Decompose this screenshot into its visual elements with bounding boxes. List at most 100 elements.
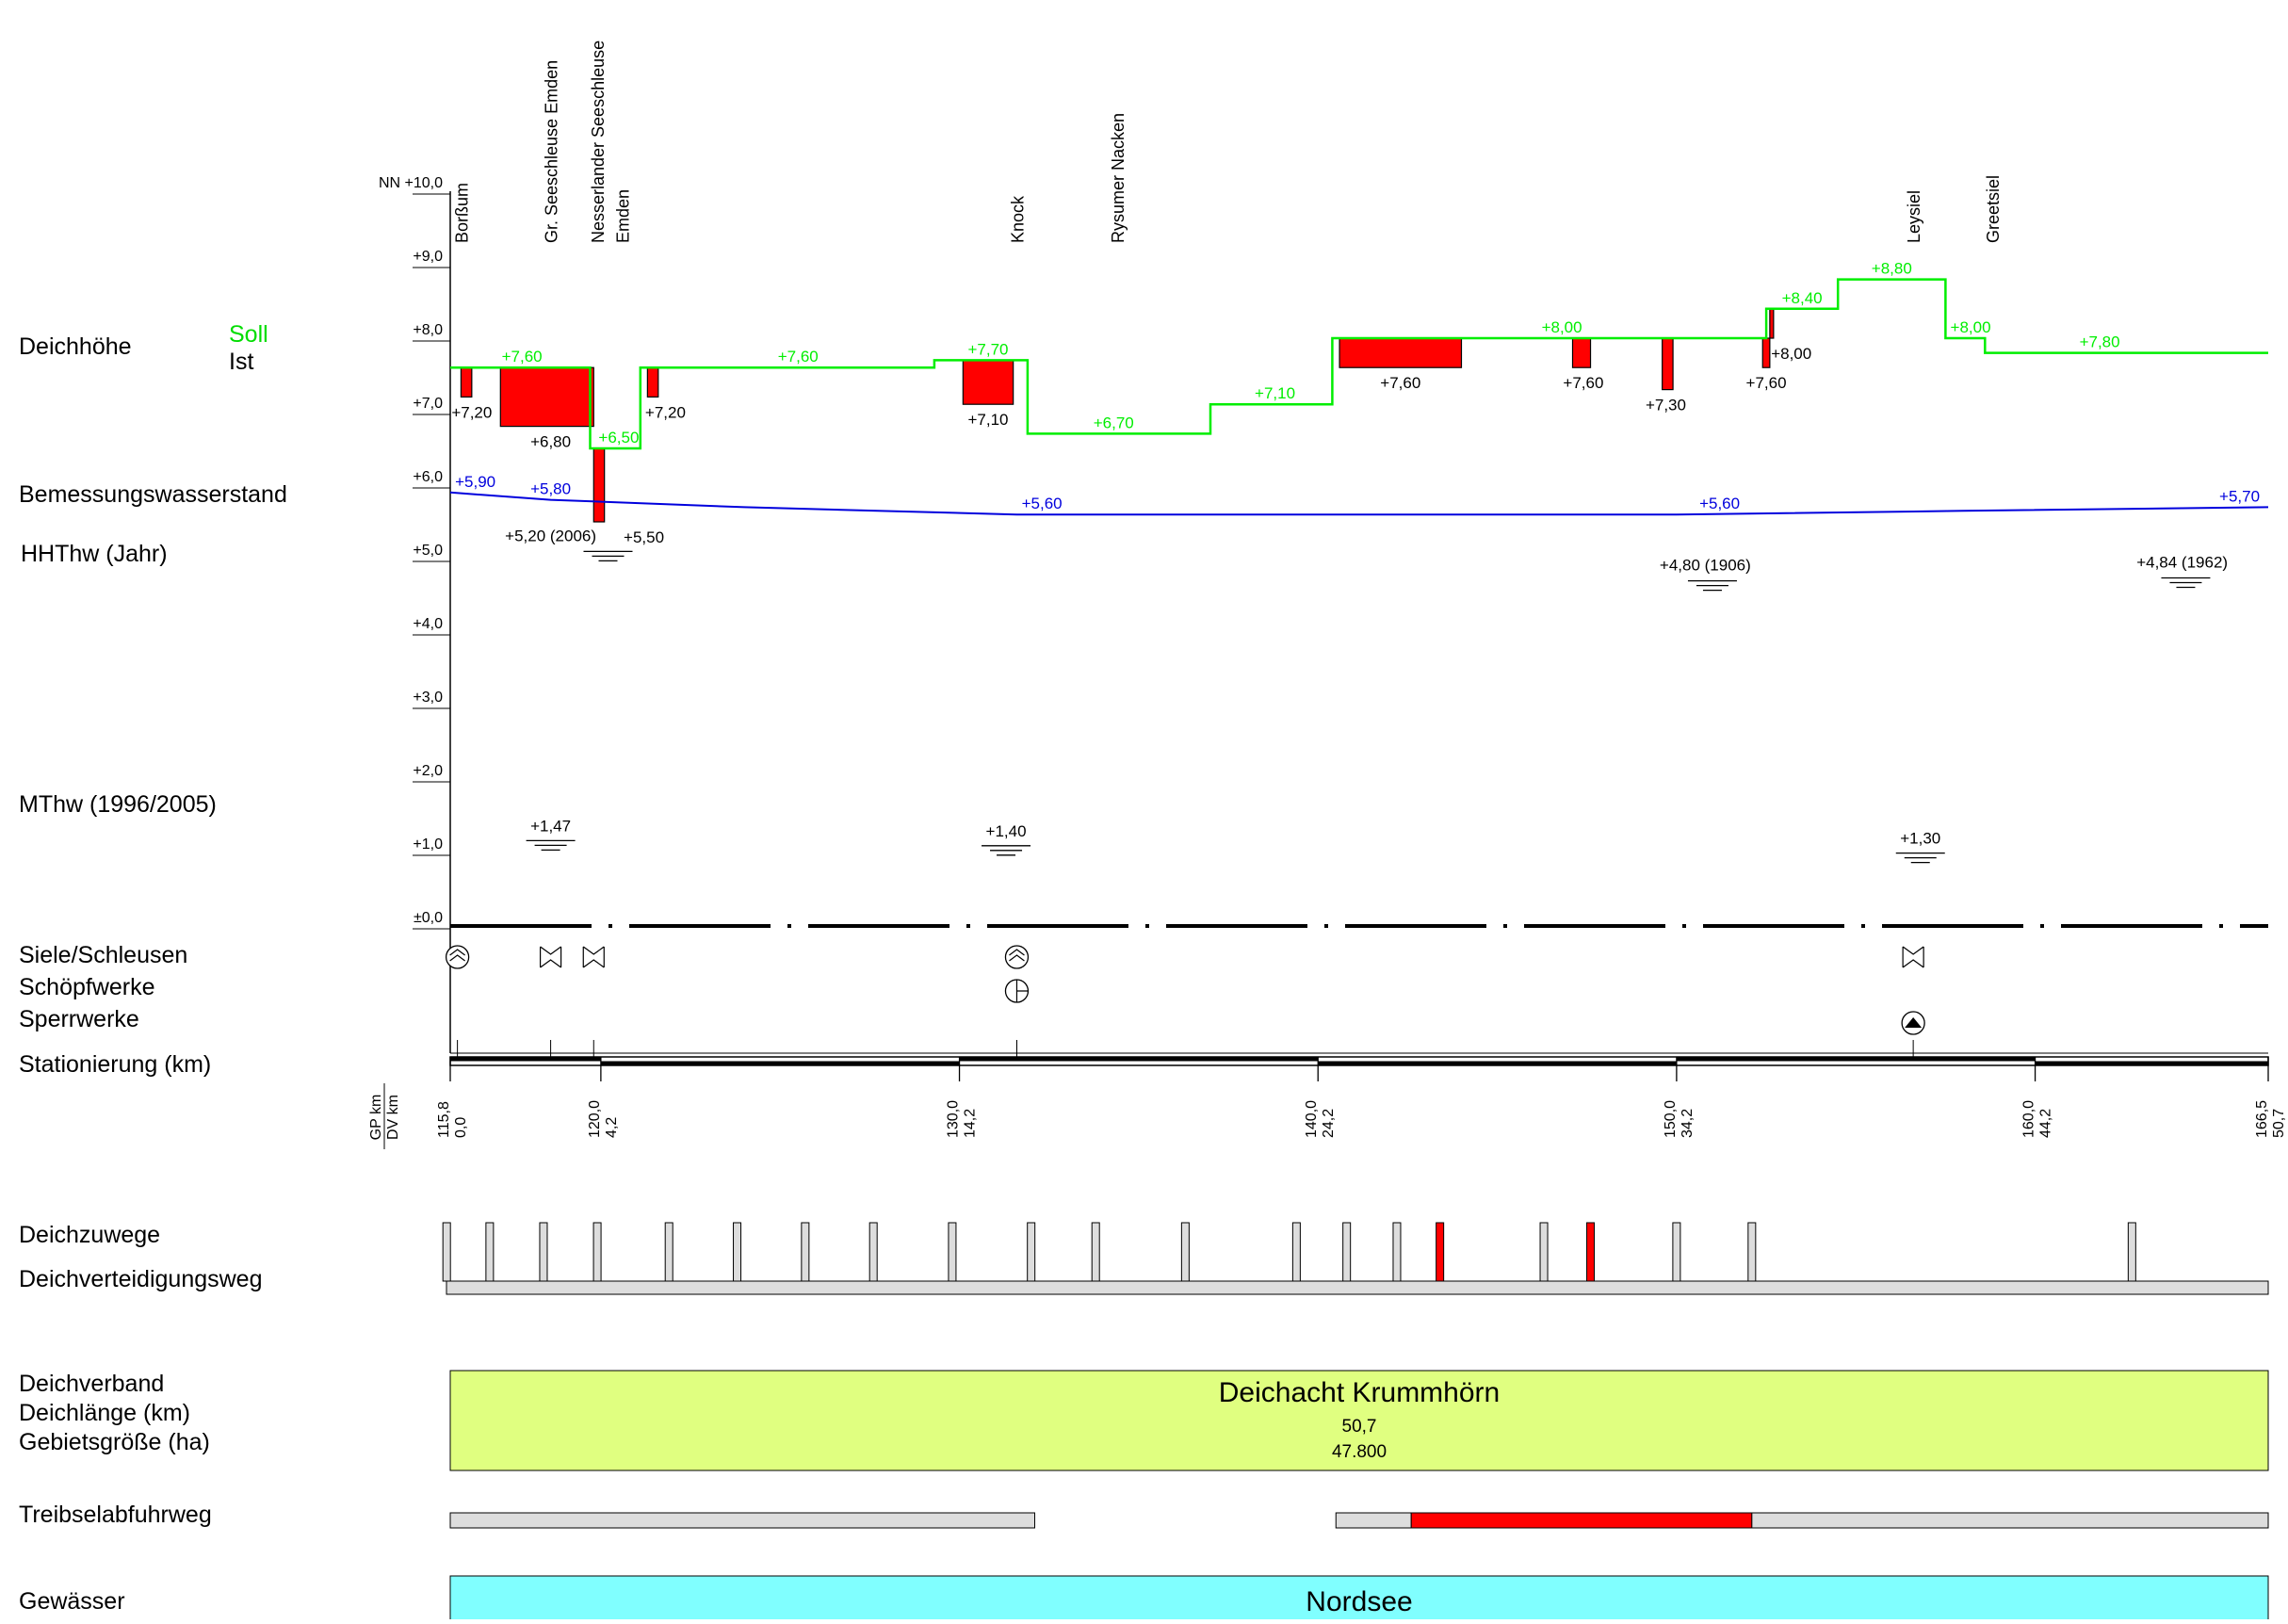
location-label: Rysumer Nacken bbox=[1109, 113, 1128, 243]
siel-icon bbox=[449, 949, 465, 962]
hhthw-label: +5,20 (2006) bbox=[505, 527, 596, 544]
station-gp-label: 130,0 bbox=[946, 1100, 962, 1138]
deichzuweg-marker bbox=[1747, 1222, 1757, 1282]
ist-label: +7,20 bbox=[645, 403, 686, 421]
bemessung-label: +5,70 bbox=[2219, 487, 2260, 505]
label-hhthw: HHThw (Jahr) bbox=[21, 541, 168, 567]
station-segment bbox=[600, 1061, 960, 1065]
deichzuweg-marker bbox=[868, 1222, 878, 1282]
y-tick-label: +8,0 bbox=[413, 322, 443, 338]
soll-label: +7,10 bbox=[1255, 384, 1295, 402]
deichzuweg-marker bbox=[664, 1222, 673, 1282]
label-siele: Siele/Schleusen bbox=[19, 942, 187, 968]
ist-deficit-bar bbox=[646, 366, 659, 398]
label-stationierung: Stationierung (km) bbox=[19, 1051, 211, 1078]
y-tick-label: +2,0 bbox=[413, 763, 443, 779]
deichzuweg-marker bbox=[2127, 1222, 2136, 1282]
siel-icon bbox=[445, 945, 470, 969]
ist-label: +7,30 bbox=[1646, 397, 1686, 414]
label-gebietsgroesse: Gebietsgröße (ha) bbox=[19, 1429, 210, 1455]
mthw-label: +1,47 bbox=[530, 817, 571, 835]
y-tick-label: +7,0 bbox=[413, 396, 443, 412]
y-tick-label: +4,0 bbox=[413, 616, 443, 632]
ist-deficit-bar bbox=[962, 359, 1014, 405]
soll-label: +8,40 bbox=[1782, 289, 1823, 307]
deichzuweg-marker bbox=[592, 1222, 602, 1282]
y-tick-label: ±0,0 bbox=[414, 910, 443, 926]
label-mthw: MThw (1996/2005) bbox=[19, 791, 217, 818]
station-segment bbox=[1318, 1061, 1677, 1065]
siel-icon bbox=[1009, 949, 1025, 962]
deichzuweg-marker bbox=[1180, 1222, 1190, 1282]
ist-label: +7,60 bbox=[1380, 374, 1420, 392]
sperrwerk-icon bbox=[1905, 1017, 1923, 1028]
ist-deficit-bar bbox=[1662, 337, 1674, 391]
location-label: Leysiel bbox=[1905, 190, 1923, 243]
station-axis-dv-label: DV km bbox=[385, 1095, 401, 1140]
label-treibsel: Treibselabfuhrweg bbox=[19, 1502, 212, 1528]
deichzuweg-marker bbox=[1672, 1222, 1681, 1282]
station-segment bbox=[450, 1057, 601, 1062]
bemessung-label: +5,60 bbox=[1022, 495, 1063, 512]
station-gp-label: 120,0 bbox=[587, 1100, 603, 1138]
y-tick-label: +5,0 bbox=[413, 543, 443, 559]
deichzuweg-marker bbox=[1392, 1222, 1402, 1282]
bemessung-label: +5,80 bbox=[530, 480, 571, 498]
ist-deficit-bar bbox=[1769, 308, 1775, 339]
soll-label: +7,60 bbox=[502, 348, 543, 365]
treibsel-segment bbox=[1410, 1512, 1753, 1529]
label-gewaesser: Gewässer bbox=[19, 1588, 125, 1615]
location-label: Nesserlander Seeschleuse bbox=[589, 41, 608, 243]
deichzuweg-marker bbox=[733, 1222, 742, 1282]
label-deichverteidigungsweg: Deichverteidigungsweg bbox=[19, 1266, 262, 1292]
deichzuweg-marker bbox=[1586, 1222, 1596, 1282]
gewaesser-name: Nordsee bbox=[1306, 1586, 1412, 1617]
deichzuweg-marker bbox=[442, 1222, 451, 1282]
chart-marks: ±0,0 +1,0 +2,0 +3,0 +4,0 +5,0 +6,0 +7,0 +8,0 +9,0… bbox=[368, 41, 2287, 1529]
ist-label: +7,60 bbox=[1563, 374, 1603, 392]
label-soll: Soll bbox=[229, 321, 268, 348]
ist-label: +7,60 bbox=[1746, 374, 1787, 392]
deichlaenge-value: 50,7 bbox=[1342, 1417, 1377, 1437]
ist-label: +6,80 bbox=[530, 433, 571, 451]
station-gp-label: 150,0 bbox=[1663, 1100, 1679, 1138]
soll-label: +7,60 bbox=[778, 348, 819, 365]
station-segment bbox=[1676, 1057, 2036, 1062]
deichzuweg-marker bbox=[485, 1222, 495, 1282]
soll-label: +6,50 bbox=[598, 429, 639, 447]
ist-deficit-bar bbox=[1571, 337, 1592, 368]
ist-label: +8,00 bbox=[1771, 345, 1811, 363]
label-deichzuwege: Deichzuwege bbox=[19, 1222, 160, 1248]
station-gp-label: 166,5 bbox=[2254, 1100, 2270, 1138]
soll-label: +7,80 bbox=[2080, 333, 2120, 351]
gebietsgroesse-value: 47.800 bbox=[1332, 1442, 1387, 1462]
label-deichlaenge: Deichlänge (km) bbox=[19, 1400, 190, 1426]
label-deichhoehe: Deichhöhe bbox=[19, 333, 132, 360]
location-label: Knock bbox=[1008, 195, 1027, 243]
station-segment bbox=[959, 1057, 1319, 1062]
deichzuweg-marker bbox=[539, 1222, 548, 1282]
deichverband-box bbox=[449, 1370, 2269, 1471]
label-sperrwerke: Sperrwerke bbox=[19, 1006, 139, 1032]
station-dv-label: 14,2 bbox=[963, 1109, 979, 1138]
bemessung-label: +5,60 bbox=[1699, 495, 1740, 512]
station-gp-label: 115,8 bbox=[436, 1101, 452, 1138]
label-schoepfwerke: Schöpfwerke bbox=[19, 974, 155, 1000]
station-dv-label: 34,2 bbox=[1679, 1109, 1696, 1138]
station-dv-label: 44,2 bbox=[2038, 1109, 2054, 1138]
deichzuweg-marker bbox=[1539, 1222, 1549, 1282]
treibsel-segment bbox=[449, 1512, 1035, 1529]
schleuse-icon bbox=[582, 946, 605, 968]
station-gp-label: 160,0 bbox=[2021, 1100, 2037, 1138]
label-deichverband: Deichverband bbox=[19, 1371, 164, 1397]
deichverteidigungsweg-bar bbox=[446, 1280, 2269, 1295]
station-segment bbox=[2035, 1061, 2268, 1065]
gewaesser-box bbox=[449, 1575, 2269, 1624]
ist-deficit-bar bbox=[1761, 337, 1771, 368]
mthw-label: +1,30 bbox=[1900, 830, 1940, 848]
location-label: Gr. Seeschleuse Emden bbox=[543, 60, 561, 243]
station-dv-label: 50,7 bbox=[2271, 1109, 2287, 1138]
soll-label: +7,70 bbox=[967, 340, 1008, 358]
